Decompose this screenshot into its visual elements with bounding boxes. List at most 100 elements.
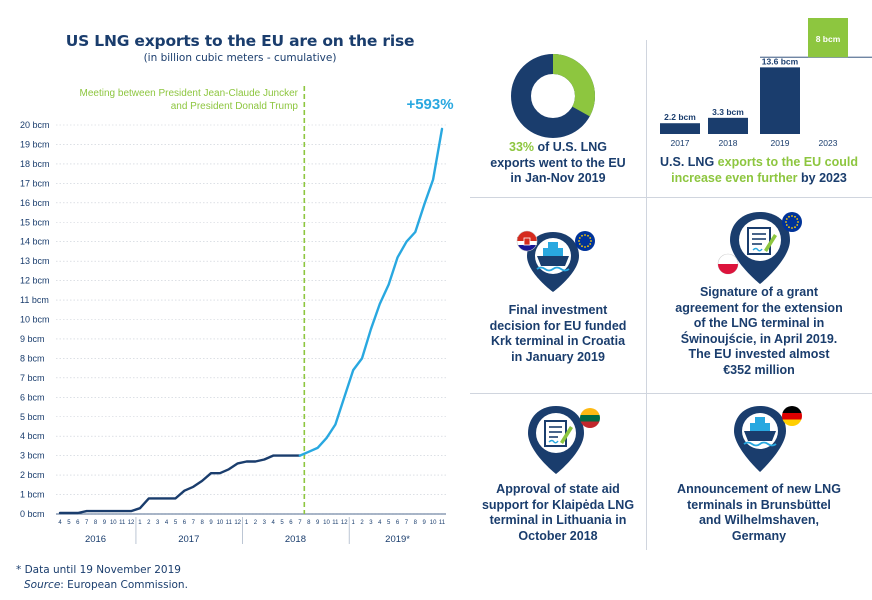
x-tick-label: 7 [298,520,302,526]
klaipeda-line-2: support for Klaipėda LNG [481,497,635,512]
vertical-divider [646,40,647,550]
y-tick-label: 19 bcm [20,139,50,149]
croatia-flag-icon [516,230,538,252]
pie-caption: 33% of U.S. LNG exports went to the EU i… [470,140,646,187]
bar-caption-part1: U.S. LNG [660,155,718,169]
y-tick-label: 12 bcm [20,276,50,286]
x-tick-label: 8 [94,520,98,526]
y-tick-label: 7 bcm [20,373,45,383]
horizontal-divider-1 [470,197,872,198]
y-tick-label: 1 bcm [20,490,45,500]
year-label: 2016 [85,534,106,545]
source-note: Source: European Commission. [24,579,188,591]
bar-category-label: 2017 [671,138,690,148]
chart-series [58,127,444,515]
swinoujscie-caption: Signature of a grant agreement for the e… [646,285,872,378]
bar-category-label: 2019 [771,138,790,148]
x-tick-label: 7 [192,520,196,526]
bar [808,18,848,58]
series-line [58,454,302,515]
x-tick-label: 9 [209,520,213,526]
y-tick-label: 18 bcm [20,159,50,169]
y-tick-label: 2 bcm [20,470,45,480]
x-tick-label: 1 [138,520,142,526]
donut-chart [511,54,595,138]
y-tick-label: 16 bcm [20,198,50,208]
klaipeda-line-3: terminal in Lithuania in [489,513,627,527]
klaipeda-caption: Approval of state aid support for Klaipė… [470,482,646,544]
x-tick-label: 9 [316,520,320,526]
x-tick-label: 12 [234,520,241,526]
poland-flag-icon [717,253,739,275]
bar-caption-part2: exports to the EU could [717,155,858,169]
german-line-4: Germany [731,528,787,543]
pie-caption-pct: 33% [509,140,535,154]
bar-value-label: 8 bcm [816,34,841,44]
bar-caption: U.S. LNG exports to the EU could increas… [646,155,872,186]
x-tick-label: 11 [332,520,339,526]
x-tick-label: 12 [341,520,348,526]
y-tick-label: 10 bcm [20,315,50,325]
bar-series: 2.2 bcm 2017 3.3 bcm 2018 13.6 bcm 2019 8 bcm 2… [660,18,872,148]
y-tick-label: 15 bcm [20,217,50,227]
klaipeda-line-1: Approval of state aid [496,482,620,496]
y-tick-label: 3 bcm [20,451,45,461]
swinoujscie-line-1: Signature of a grant [699,285,819,299]
x-tick-label: 4 [58,520,62,526]
swinoujscie-line-5: The EU invested almost [688,347,830,361]
x-tick-label: 5 [387,520,391,526]
x-tick-label: 8 [307,520,311,526]
krk-line-4: in January 2019 [511,349,605,364]
y-tick-label: 8 bcm [20,353,45,363]
x-tick-label: 4 [272,520,276,526]
x-tick-label: 6 [76,520,80,526]
y-tick-label: 17 bcm [20,178,50,188]
bar-caption-part4: by 2023 [797,170,847,185]
source-label: Source [24,579,61,591]
meeting-label-line-1: Meeting between President Jean-Claude Ju… [80,88,299,99]
y-tick-label: 11 bcm [20,295,49,305]
x-tick-label: 11 [226,520,233,526]
horizontal-divider-2 [470,393,872,394]
x-tick-label: 4 [165,520,169,526]
x-tick-label: 2 [254,520,258,526]
chart-title: US LNG exports to the EU are on the rise [65,32,415,50]
x-tick-label: 5 [280,520,284,526]
german-line-2: terminals in Brunsbüttel [687,497,831,512]
x-tick-label: 8 [414,520,418,526]
klaipeda-line-4: October 2018 [518,528,598,543]
germany-flag-icon [782,406,802,426]
swinoujscie-line-3: of the LNG terminal in [693,316,825,330]
x-tick-label: 11 [119,520,126,526]
x-tick-label: 10 [217,520,224,526]
x-tick-label: 2 [147,520,151,526]
x-tick-label: 8 [200,520,204,526]
bar-value-label: 2.2 bcm [664,112,696,122]
meeting-label-line-2: and President Donald Trump [171,101,299,112]
bar [708,117,748,134]
x-tick-label: 9 [423,520,427,526]
y-tick-label: 13 bcm [20,256,50,266]
swinoujscie-line-2: agreement for the extension [675,300,843,315]
x-tick-label: 5 [174,520,178,526]
x-tick-label: 11 [439,520,446,526]
footnote: * Data until 19 November 2019 [16,564,181,576]
x-tick-label: 6 [289,520,293,526]
y-tick-label: 0 bcm [20,509,45,519]
chart-subtitle: (in billion cubic meters - cumulative) [143,52,337,64]
bar-chart: 2.2 bcm 2017 3.3 bcm 2018 13.6 bcm 2019 8 bcm 2… [660,18,872,148]
document-signature-icon [528,406,600,474]
pie-caption-line2: exports went to the EU [490,155,626,170]
y-tick-label: 5 bcm [20,412,45,422]
krk-line-2: decision for EU funded [489,318,627,333]
german-line-3: and Wilhelmshaven, [698,513,820,527]
y-axis-ticks: 0 bcm 1 bcm 2 bcm 3 bcm 4 bcm 5 bcm 6 bcm 7 bcm… [20,120,50,519]
x-tick-label: 9 [103,520,107,526]
ship-location-pin-icon [516,230,595,292]
x-tick-label: 6 [183,520,187,526]
x-tick-label: 5 [67,520,71,526]
x-tick-label: 10 [110,520,117,526]
krk-line-3: Krk terminal in Croatia [490,334,626,348]
y-tick-label: 4 bcm [20,431,45,441]
x-tick-label: 10 [430,520,437,526]
